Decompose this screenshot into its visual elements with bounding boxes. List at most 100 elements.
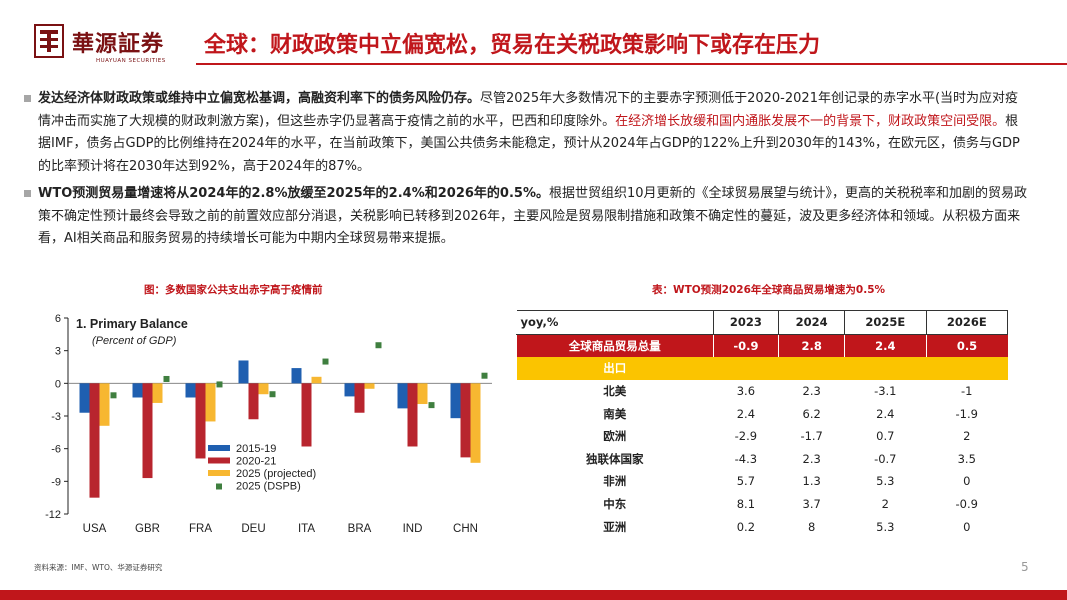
- brand-logo-icon: [34, 24, 64, 58]
- bar-gbr-0: [132, 383, 143, 398]
- table-cell: 5.3: [876, 519, 895, 534]
- paragraph-lead: WTO预测贸易量增速将从2024年的2.8%放缓至2025年的2.4%和2026…: [38, 186, 549, 201]
- table-cell: 北美: [603, 384, 627, 399]
- bar-deu-1: [248, 383, 259, 420]
- table-header-row: yoy,% 2023 2024 2025E 2026E: [516, 310, 1009, 335]
- table-cell: 2.4: [876, 406, 895, 421]
- table-cell: -3.1: [874, 384, 897, 399]
- table-cell: 3.7: [802, 497, 821, 512]
- trade-forecast-table: yoy,% 2023 2024 2025E 2026E 全球商品贸易总量 -0.…: [516, 310, 1009, 538]
- x-tick-label: DEU: [241, 523, 265, 535]
- table-cell: 8.1: [736, 497, 756, 512]
- bar-ita-2: [311, 376, 322, 384]
- table-cell: -0.9: [955, 497, 978, 512]
- bar-deu-2: [258, 383, 269, 395]
- legend-label: 2025 (DSPB): [236, 481, 301, 493]
- paragraph-text: 根据IMF，债务占GDP的比例维持在2024年的水平，在当前政策下，美国公共债务…: [38, 113, 1020, 174]
- table-cell: -4.3: [734, 451, 758, 466]
- footer-bar: [0, 590, 1067, 600]
- brand-name: 華源証券: [72, 31, 165, 57]
- source-note: 资料来源：IMF、WTO、华源证券研究: [34, 563, 163, 572]
- page-number: 5: [1021, 560, 1029, 574]
- table-cell: 0.5: [925, 334, 1008, 358]
- bar-ind-2: [417, 383, 428, 405]
- table-cell: -0.9: [712, 334, 779, 358]
- dspb-marker-usa: [110, 392, 117, 399]
- primary-balance-chart: -12 -9 -6 -3 0 3 6 USA GBR FRA DEU ITA BRA IND CHN 1. P…: [45, 313, 492, 535]
- y-tick-label: -12: [45, 509, 61, 521]
- header-divider: [196, 63, 1067, 65]
- table-caption: 表：WTO预测2026年全球商品贸易增速为0.5%: [652, 284, 886, 296]
- legend-label: 2015-19: [236, 443, 276, 455]
- table-cell: 3.5: [957, 451, 976, 466]
- table-row: 非洲 5.7 1.3 5.3 0: [517, 470, 1008, 493]
- y-tick-label: 6: [55, 313, 61, 325]
- paragraph-text: 尽管2025年大多数情况下的主要赤字预测低于2020-2021年创记录的赤字水平…: [38, 91, 1019, 129]
- table-cell: 亚洲: [603, 519, 627, 534]
- table-cell: -2.9: [734, 429, 758, 444]
- table-header-cell: 2023: [712, 310, 780, 335]
- table-cell: 2: [963, 429, 971, 444]
- table-header-cell: 2026E: [925, 310, 1009, 335]
- table-header-cell: 2025E: [844, 310, 927, 335]
- table-cell: 中东: [603, 497, 627, 512]
- table-cell: 3.6: [736, 384, 756, 399]
- bar-ind-1: [407, 383, 418, 447]
- table-row: 独联体国家 -4.3 2.3 -0.7 3.5: [517, 448, 1008, 471]
- x-tick-label: IND: [403, 523, 423, 535]
- bar-bra-1: [354, 383, 365, 413]
- x-tick-label: CHN: [453, 523, 478, 535]
- x-tick-label: FRA: [189, 523, 212, 535]
- bullet-icon: [24, 95, 31, 102]
- paragraph-trade: WTO预测贸易量增速将从2024年的2.8%放缓至2025年的2.4%和2026…: [24, 183, 1028, 251]
- y-tick-label: -3: [51, 411, 61, 423]
- x-tick-label: GBR: [135, 523, 160, 535]
- table-cell: -0.7: [874, 451, 897, 466]
- bar-usa-2: [99, 383, 110, 426]
- table-cell: 1.3: [802, 474, 821, 489]
- dspb-marker-ita: [322, 358, 329, 365]
- bar-fra-0: [185, 383, 196, 398]
- paragraph-highlight: 在经济增长放缓和国内通胀发展不一的背景下，财政政策空间受限。: [615, 113, 1006, 129]
- bar-fra-2: [205, 383, 216, 422]
- brand-subtitle: HUAYUAN SECURITIES: [96, 58, 166, 64]
- table-cell: 2.3: [802, 451, 821, 466]
- bar-bra-2: [364, 383, 375, 389]
- table-header-cell: 2024: [778, 310, 846, 335]
- bar-usa-0: [79, 383, 90, 413]
- dspb-marker-fra: [216, 381, 223, 388]
- bar-chn-0: [450, 383, 461, 419]
- bar-deu-0: [238, 360, 249, 384]
- table-cell: 8: [808, 519, 816, 534]
- chart-caption: 图：多数国家公共支出赤字高于疫情前: [144, 284, 323, 296]
- bar-gbr-1: [142, 383, 153, 479]
- bar-ind-0: [397, 383, 408, 409]
- bar-usa-1: [89, 383, 100, 498]
- legend-swatch: [208, 470, 230, 476]
- bar-ita-0: [291, 368, 302, 384]
- table-total-row: 全球商品贸易总量 -0.9 2.8 2.4 0.5: [516, 334, 1008, 358]
- table-section-row: 出口: [516, 357, 1008, 380]
- bullet-icon: [24, 190, 31, 197]
- table-cell: 2.3: [802, 384, 821, 399]
- legend-label: 2020-21: [236, 456, 276, 468]
- table-cell: 南美: [603, 406, 627, 421]
- table-row: 中东 8.1 3.7 2 -0.9: [517, 493, 1008, 516]
- dspb-marker-ind: [428, 402, 435, 409]
- dspb-marker-gbr: [163, 375, 170, 382]
- table-cell: 非洲: [603, 474, 627, 489]
- page-header: 華源証券 HUAYUAN SECURITIES 全球：财政政策中立偏宽松，贸易在…: [0, 0, 1067, 66]
- table-cell: 2: [881, 497, 889, 512]
- table-cell: 5.7: [736, 474, 756, 489]
- legend-swatch: [208, 445, 230, 451]
- paragraph-fiscal: 发达经济体财政政策或维持中立偏宽松基调，高融资利率下的债务风险仍存。尽管2025…: [24, 88, 1028, 178]
- table-row: 南美 2.4 6.2 2.4 -1.9: [517, 402, 1008, 425]
- x-tick-label: USA: [83, 523, 107, 535]
- table-row: 北美 3.6 2.3 -3.1 -1: [517, 380, 1008, 403]
- table-row: 亚洲 0.2 8 5.3 0: [517, 515, 1008, 538]
- page-title: 全球：财政政策中立偏宽松，贸易在关税政策影响下或存在压力: [204, 33, 821, 58]
- chart-title: 1. Primary Balance: [76, 317, 188, 331]
- legend-label: 2025 (projected): [236, 468, 316, 480]
- bar-ita-1: [301, 383, 312, 447]
- bar-chn-1: [460, 383, 471, 458]
